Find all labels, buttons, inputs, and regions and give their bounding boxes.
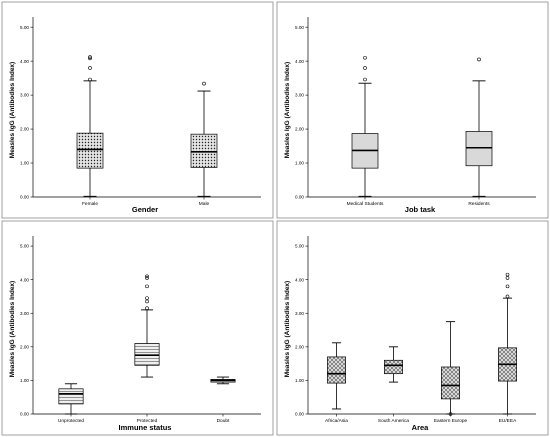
y-tick-label: 5.00 xyxy=(20,25,29,30)
y-tick-label: 5.00 xyxy=(20,244,29,249)
y-tick-label: 0.00 xyxy=(295,195,304,200)
y-tick-label: 4.00 xyxy=(295,277,304,282)
y-tick-label: 3.00 xyxy=(20,93,29,98)
box xyxy=(384,359,403,375)
outlier-point xyxy=(505,272,510,277)
outlier-point xyxy=(505,294,510,299)
box xyxy=(134,343,160,366)
x-tick-label: Doubt xyxy=(217,418,230,424)
x-axis-label: Gender xyxy=(132,205,158,214)
y-tick-label: 1.00 xyxy=(20,161,29,166)
plot-area: 0.00 1.00 2.00 3.00 4.00 5.00 Medical Students… xyxy=(295,17,536,207)
outlier-point xyxy=(88,66,92,70)
y-tick-label: 4.00 xyxy=(20,277,29,282)
outlier-point xyxy=(505,284,510,289)
outlier-point xyxy=(145,299,149,304)
outlier-point xyxy=(88,55,92,59)
panel-immune-status: Measles IgG (Antibodies Index) Immune st… xyxy=(1,220,274,436)
x-tick-label: Medical Students xyxy=(347,201,384,207)
x-tick-label: Male xyxy=(199,201,210,207)
y-tick-label: 2.00 xyxy=(20,127,29,132)
plot-area: 0.00 1.00 2.00 3.00 4.00 5.00 Female Male xyxy=(20,17,261,207)
plot-area: 0.00 1.00 2.00 3.00 4.00 5.00 Unprotected Prote… xyxy=(20,236,261,424)
y-tick-label: 5.00 xyxy=(295,244,304,249)
y-tick-label: 4.00 xyxy=(295,59,304,64)
y-tick-label: 0.00 xyxy=(20,412,29,417)
panel-frame xyxy=(1,1,274,219)
y-tick-label: 0.00 xyxy=(295,412,304,417)
x-axis-label: Immune status xyxy=(119,423,172,432)
y-tick-label: 1.00 xyxy=(20,378,29,383)
outlier-point xyxy=(88,77,92,82)
y-axis-label: Measles IgG (Antibodies Index) xyxy=(284,62,291,158)
outlier-point xyxy=(88,56,92,61)
panel-area: Measles IgG (Antibodies Index) Area 0.00… xyxy=(276,220,549,436)
x-tick-label: EU/EEA xyxy=(499,418,517,424)
y-axis-label: Measles IgG (Antibodies Index) xyxy=(9,281,16,377)
y-axis-label: Measles IgG (Antibodies Index) xyxy=(284,281,291,377)
y-tick-label: 3.00 xyxy=(20,311,29,316)
outlier-point xyxy=(505,276,510,280)
x-tick-label: Female xyxy=(82,201,98,207)
outlier-point xyxy=(477,57,481,62)
x-tick-label: South America xyxy=(378,418,410,424)
outlier-point xyxy=(363,66,367,70)
y-tick-label: 2.00 xyxy=(295,344,304,349)
x-tick-label: Eastern Europe xyxy=(434,418,468,424)
panel-frame xyxy=(276,220,549,436)
box xyxy=(58,388,84,405)
outlier-point xyxy=(145,284,149,289)
x-tick-label: Protected xyxy=(137,418,158,424)
outlier-point xyxy=(145,276,149,280)
y-tick-label: 1.00 xyxy=(295,161,304,166)
panel-gender: Measles IgG (Antibodies Index) Gender 0.… xyxy=(1,1,274,219)
y-tick-label: 5.00 xyxy=(295,25,304,30)
x-axis-label: Area xyxy=(412,423,430,432)
y-tick-label: 3.00 xyxy=(295,311,304,316)
x-tick-label: Africa/Asia xyxy=(325,418,348,424)
box xyxy=(465,131,493,167)
box xyxy=(441,366,460,400)
outlier-point xyxy=(202,81,206,86)
outlier-point xyxy=(145,296,149,300)
y-tick-label: 2.00 xyxy=(20,344,29,349)
panel-job-task: Measles IgG (Antibodies Index) Job task … xyxy=(276,1,549,219)
y-tick-label: 2.00 xyxy=(295,127,304,132)
panel-frame xyxy=(1,220,274,436)
x-tick-label: Unprotected xyxy=(58,418,84,424)
y-tick-label: 4.00 xyxy=(20,59,29,64)
plot-area: 0.00 1.00 2.00 3.00 4.00 5.00 Africa/Asia South… xyxy=(295,236,536,424)
y-tick-label: 1.00 xyxy=(295,378,304,383)
outlier-point xyxy=(448,412,453,416)
panel-frame xyxy=(276,1,549,219)
box xyxy=(76,132,104,169)
outlier-point xyxy=(145,274,149,279)
outlier-point xyxy=(363,77,367,82)
box xyxy=(190,133,218,168)
outlier-point xyxy=(145,306,149,311)
y-axis-label: Measles IgG (Antibodies Index) xyxy=(9,62,16,158)
box xyxy=(327,356,346,384)
y-tick-label: 3.00 xyxy=(295,93,304,98)
x-axis-label: Job task xyxy=(405,205,436,214)
y-tick-label: 0.00 xyxy=(20,195,29,200)
outlier-point xyxy=(363,55,367,60)
x-tick-label: Residents xyxy=(468,201,490,207)
